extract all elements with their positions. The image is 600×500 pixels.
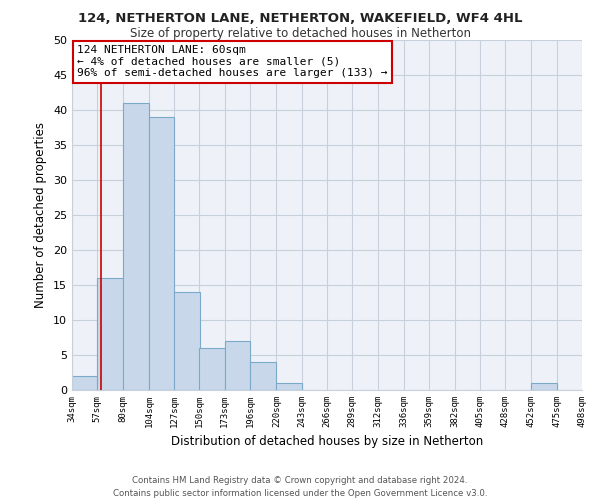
Bar — [250, 362, 277, 390]
X-axis label: Distribution of detached houses by size in Netherton: Distribution of detached houses by size … — [171, 436, 483, 448]
Text: 124, NETHERTON LANE, NETHERTON, WAKEFIELD, WF4 4HL: 124, NETHERTON LANE, NETHERTON, WAKEFIEL… — [78, 12, 522, 26]
Bar — [72, 376, 97, 390]
Bar — [149, 117, 174, 390]
Bar — [277, 383, 302, 390]
Bar — [225, 341, 250, 390]
Text: 124 NETHERTON LANE: 60sqm
← 4% of detached houses are smaller (5)
96% of semi-de: 124 NETHERTON LANE: 60sqm ← 4% of detach… — [77, 46, 388, 78]
Bar — [174, 292, 199, 390]
Bar — [532, 383, 557, 390]
Text: Contains HM Land Registry data © Crown copyright and database right 2024.
Contai: Contains HM Land Registry data © Crown c… — [113, 476, 487, 498]
Y-axis label: Number of detached properties: Number of detached properties — [34, 122, 47, 308]
Bar — [122, 103, 149, 390]
Bar — [199, 348, 225, 390]
Text: Size of property relative to detached houses in Netherton: Size of property relative to detached ho… — [130, 28, 470, 40]
Bar — [97, 278, 122, 390]
